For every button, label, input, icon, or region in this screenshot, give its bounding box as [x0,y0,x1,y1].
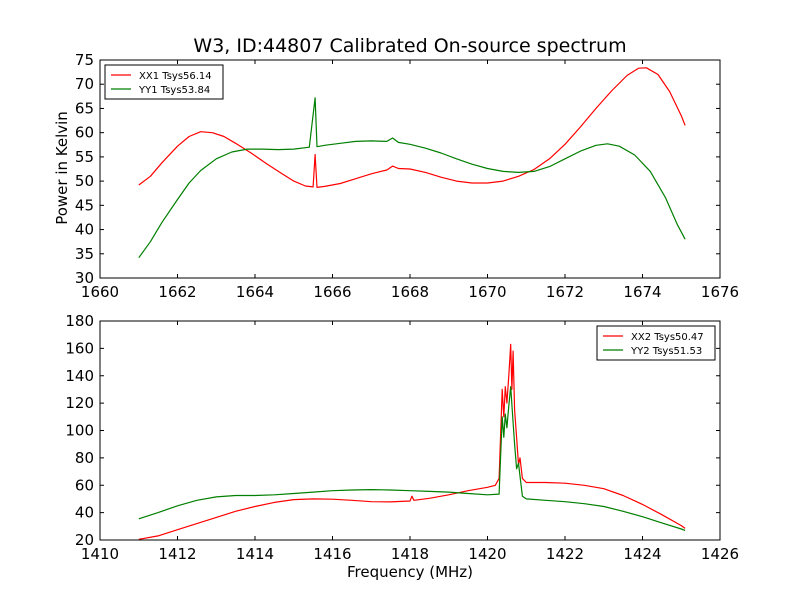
top-chart-y-tick-label: 30 [75,269,94,287]
bottom-chart-y-tick-label: 40 [75,504,94,522]
bottom-chart-y-tick-label: 160 [65,339,94,357]
top-chart-series-line-2 [138,97,686,259]
bottom-chart-y-tick-label: 180 [65,312,94,330]
top-chart-x-tick-label: 1674 [623,283,661,301]
bottom-chart-x-tick-label: 1422 [546,545,584,563]
bottom-chart-x-tick-label: 1418 [391,545,429,563]
bottom-chart-y-tick-label: 80 [75,449,94,467]
bottom-chart-series-line-2 [138,386,686,531]
bottom-chart-y-tick-label: 60 [75,476,94,494]
top-chart-x-tick-label: 1668 [391,283,429,301]
top-chart-y-tick-label: 75 [75,51,94,69]
bottom-chart-y-tick-label: 140 [65,367,94,385]
bottom-chart-x-tick-label: 1412 [158,545,196,563]
top-chart-legend-label-1: XX1 Tsys56.14 [139,71,212,82]
bottom-chart-x-tick-label: 1414 [236,545,274,563]
bottom-chart-x-tick-label: 1410 [81,545,119,563]
top-chart-y-tick-label: 60 [75,124,94,142]
bottom-chart-y-tick-label: 120 [65,394,94,412]
top-chart-series-line-1 [138,67,686,188]
top-chart-x-tick-label: 1664 [236,283,274,301]
top-chart-x-tick-label: 1672 [546,283,584,301]
bottom-chart-y-tick-label: 20 [75,531,94,549]
top-chart-y-tick-label: 70 [75,75,94,93]
top-chart-legend-label-2: YY1 Tsys53.84 [138,85,210,96]
top-chart-x-tick-label: 1666 [313,283,351,301]
bottom-chart-legend-label-1: XX2 Tsys50.47 [631,332,704,343]
top-chart-x-tick-label: 1676 [701,283,739,301]
bottom-chart-y-tick-label: 100 [65,422,94,440]
top-chart-y-tick-label: 65 [75,99,94,117]
top-chart-legend-box [104,64,224,100]
top-chart-panel: 1660 1662 1664 1666 1668 1670 1672 1674 1676 30 35… [75,51,739,301]
top-chart-x-tick-label: 1670 [468,283,506,301]
bottom-chart-x-tick-label: 1416 [313,545,351,563]
top-chart-y-tick-label: 55 [75,148,94,166]
top-chart-ylabel: Power in Kelvin [53,111,71,225]
top-chart-x-tick-label: 1662 [158,283,196,301]
top-chart-y-tick-label: 35 [75,245,94,263]
bottom-chart-legend-box [596,325,716,361]
top-chart-y-tick-label: 45 [75,196,94,214]
bottom-chart-x-tick-label: 1426 [701,545,739,563]
bottom-chart-x-tick-label: 1420 [468,545,506,563]
top-chart-x-tick-label: 1660 [81,283,119,301]
bottom-chart-xlabel: Frequency (MHz) [347,563,473,581]
top-chart-title: W3, ID:44807 Calibrated On-source spectr… [193,35,626,57]
top-chart-y-tick-label: 40 [75,221,94,239]
bottom-chart-legend-label-2: YY2 Tsys51.53 [630,346,702,357]
bottom-chart-x-tick-label: 1424 [623,545,661,563]
bottom-chart-series-line-1 [138,343,686,540]
bottom-chart-panel: 1410 1412 1414 1416 1418 1420 1422 1424 1426 20 40… [65,312,739,563]
top-chart-y-tick-label: 50 [75,172,94,190]
